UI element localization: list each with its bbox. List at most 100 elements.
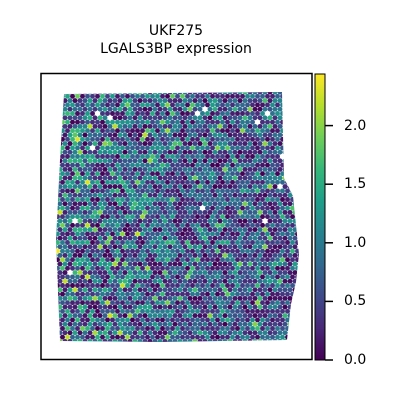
spot bbox=[217, 123, 223, 129]
spot bbox=[92, 218, 98, 224]
spot bbox=[185, 205, 190, 211]
spot bbox=[212, 184, 218, 190]
spot bbox=[285, 145, 290, 151]
spot bbox=[260, 171, 265, 177]
spot bbox=[56, 171, 60, 177]
spot bbox=[290, 145, 295, 151]
spot bbox=[217, 158, 223, 164]
spot bbox=[62, 304, 68, 310]
spot bbox=[82, 106, 88, 112]
spot bbox=[90, 300, 95, 306]
spot bbox=[240, 128, 245, 134]
spot bbox=[197, 252, 203, 258]
spot bbox=[167, 218, 173, 224]
spot bbox=[62, 209, 68, 215]
spot bbox=[270, 283, 275, 288]
spot bbox=[220, 231, 225, 237]
spot bbox=[215, 248, 220, 254]
spot bbox=[60, 102, 65, 108]
spot bbox=[195, 154, 200, 159]
spot bbox=[187, 149, 193, 155]
spot bbox=[285, 179, 290, 185]
spot bbox=[170, 222, 175, 228]
spot bbox=[120, 274, 125, 280]
spot bbox=[257, 338, 263, 342]
spot bbox=[225, 162, 230, 168]
spot bbox=[270, 265, 275, 271]
spot bbox=[267, 106, 273, 112]
spot bbox=[70, 136, 75, 142]
spot bbox=[235, 102, 240, 108]
spot bbox=[182, 115, 188, 121]
spot bbox=[122, 218, 128, 224]
spot bbox=[212, 278, 218, 284]
spot bbox=[132, 287, 138, 293]
spot bbox=[160, 179, 165, 185]
spot bbox=[132, 175, 138, 181]
spot bbox=[70, 300, 75, 306]
spot bbox=[140, 317, 145, 323]
spot bbox=[157, 132, 163, 138]
spot bbox=[222, 106, 228, 112]
spot bbox=[162, 313, 168, 319]
spot bbox=[147, 287, 153, 293]
spot bbox=[167, 132, 173, 138]
spot bbox=[100, 317, 105, 323]
spot bbox=[295, 102, 299, 108]
spot bbox=[72, 338, 78, 342]
spot bbox=[207, 192, 213, 198]
spot bbox=[285, 171, 290, 177]
spot bbox=[87, 261, 93, 267]
spot bbox=[175, 162, 180, 168]
spot bbox=[225, 179, 230, 185]
spot bbox=[112, 287, 118, 293]
spot bbox=[172, 278, 178, 284]
spot bbox=[275, 248, 280, 254]
spot bbox=[227, 252, 233, 258]
spot bbox=[282, 123, 288, 129]
spot bbox=[227, 261, 233, 267]
spot bbox=[132, 98, 138, 104]
spot bbox=[145, 214, 150, 220]
spot bbox=[160, 265, 165, 271]
spot bbox=[200, 179, 205, 185]
spot bbox=[177, 192, 183, 198]
spot bbox=[155, 205, 160, 211]
spot bbox=[72, 123, 78, 129]
spot bbox=[97, 338, 103, 342]
spot bbox=[100, 222, 105, 228]
spot bbox=[282, 244, 288, 250]
spot bbox=[160, 283, 165, 288]
spot bbox=[117, 338, 123, 342]
spot bbox=[72, 252, 78, 258]
spot bbox=[157, 149, 163, 155]
spot bbox=[212, 338, 218, 342]
spot bbox=[150, 300, 155, 306]
spot bbox=[152, 98, 158, 104]
spot bbox=[240, 240, 245, 245]
spot bbox=[260, 188, 265, 194]
spot bbox=[205, 265, 210, 271]
spot bbox=[60, 188, 65, 194]
spot bbox=[205, 171, 210, 177]
spot bbox=[240, 308, 245, 314]
spot bbox=[145, 188, 150, 194]
spot bbox=[210, 93, 215, 99]
spot bbox=[112, 166, 118, 172]
spot bbox=[202, 244, 208, 250]
spot bbox=[97, 209, 103, 215]
spot bbox=[56, 92, 58, 95]
spot bbox=[202, 227, 208, 233]
spot bbox=[207, 184, 213, 190]
spot bbox=[107, 92, 113, 95]
spot bbox=[240, 102, 245, 108]
spot bbox=[282, 227, 288, 233]
spot bbox=[270, 326, 275, 331]
spot bbox=[285, 188, 290, 194]
spot bbox=[292, 192, 298, 198]
spot bbox=[297, 92, 299, 95]
spot bbox=[247, 106, 253, 112]
spot bbox=[175, 179, 180, 185]
spot bbox=[210, 179, 215, 185]
spot bbox=[90, 231, 95, 237]
